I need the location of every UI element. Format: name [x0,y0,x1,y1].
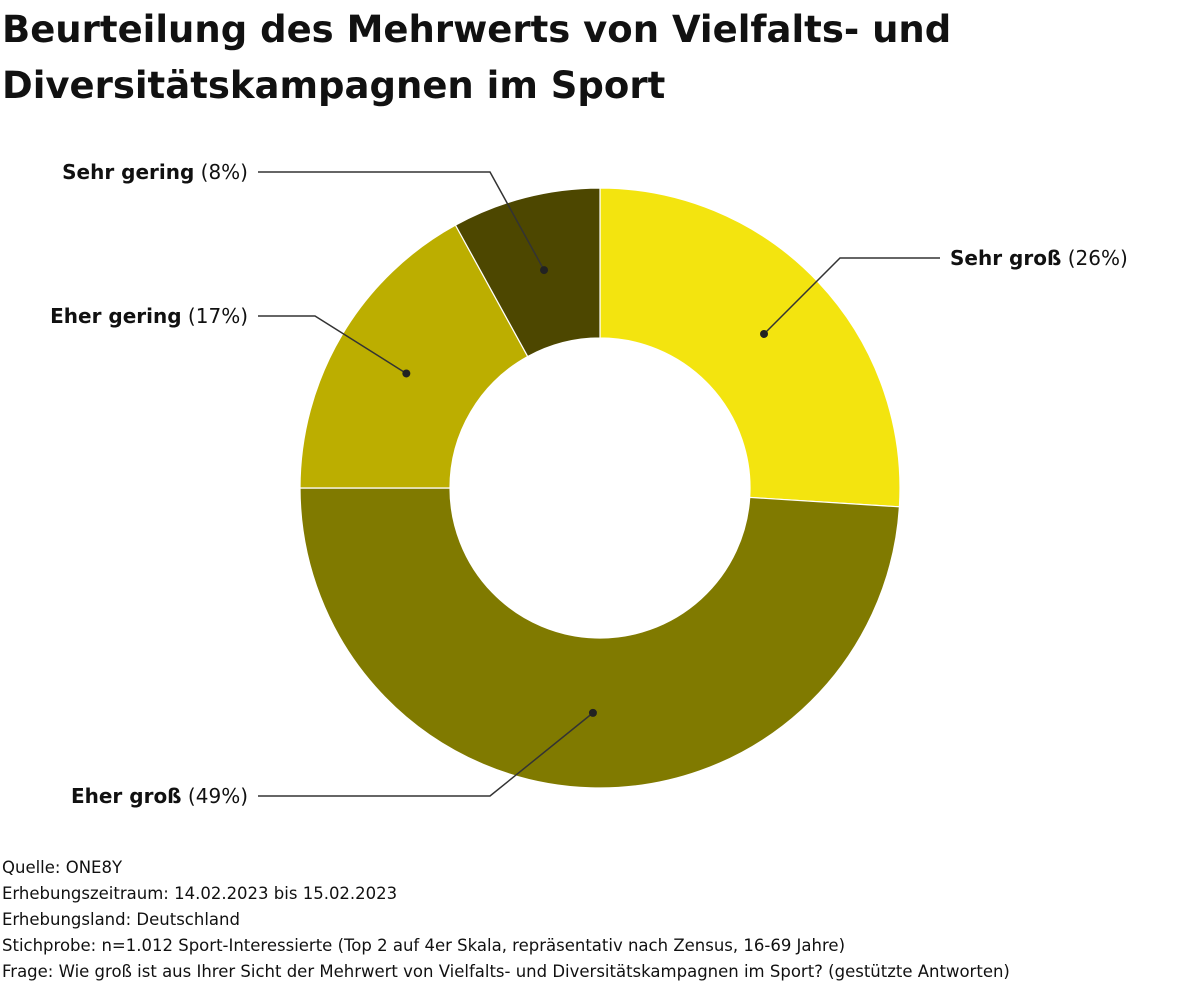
leader-dot-eher-gross [588,708,597,717]
chart-footer: Quelle: ONE8Y Erhebungszeitraum: 14.02.2… [2,855,1198,985]
survey-country-note: Erhebungsland: Deutschland [2,910,240,929]
slice-label-name: Sehr groß [950,246,1061,270]
leader-lines [258,171,940,797]
leader-dot-sehr-gross [760,329,769,338]
slice-label-sehr-gering: Sehr gering (8%) [62,160,248,184]
slice-label-name: Eher groß [71,784,182,808]
source-note: Quelle: ONE8Y [2,858,123,877]
slice-sehr-gering [454,187,601,358]
leader-dot-eher-gering [402,369,411,378]
question-note: Frage: Wie groß ist aus Ihrer Sicht der … [2,962,1010,981]
slice-eher-gross [299,487,901,789]
donut-slices [299,187,901,789]
slice-label-eher-gering: Eher gering (17%) [50,304,248,328]
slice-label-eher-gross: Eher groß (49%) [71,784,248,808]
slice-label-name: Eher gering [50,304,181,328]
survey-period-note: Erhebungszeitraum: 14.02.2023 bis 15.02.… [2,884,398,903]
leader-line-sehr-gross [763,257,940,335]
leader-dot-sehr-gering [540,266,549,275]
chart-title: Beurteilung des Mehrwerts von Vielfalts-… [2,8,952,107]
slice-label-value: (26%) [1061,246,1127,270]
slice-eher-gering [299,224,529,489]
slice-labels: Sehr groß (26%) Eher groß (49%) Eher gerin… [50,160,1128,808]
slice-label-name: Sehr gering [62,160,194,184]
slice-label-value: (8%) [194,160,248,184]
leader-line-sehr-gering [258,171,545,271]
slice-label-value: (17%) [182,304,248,328]
slice-label-value: (49%) [182,784,248,808]
leader-line-eher-gross [258,712,594,797]
slice-sehr-gross [599,187,901,508]
leader-line-eher-gering [258,315,407,375]
sample-note: Stichprobe: n=1.012 Sport-Interessierte … [2,936,846,955]
slice-label-sehr-gross: Sehr groß (26%) [950,246,1128,270]
